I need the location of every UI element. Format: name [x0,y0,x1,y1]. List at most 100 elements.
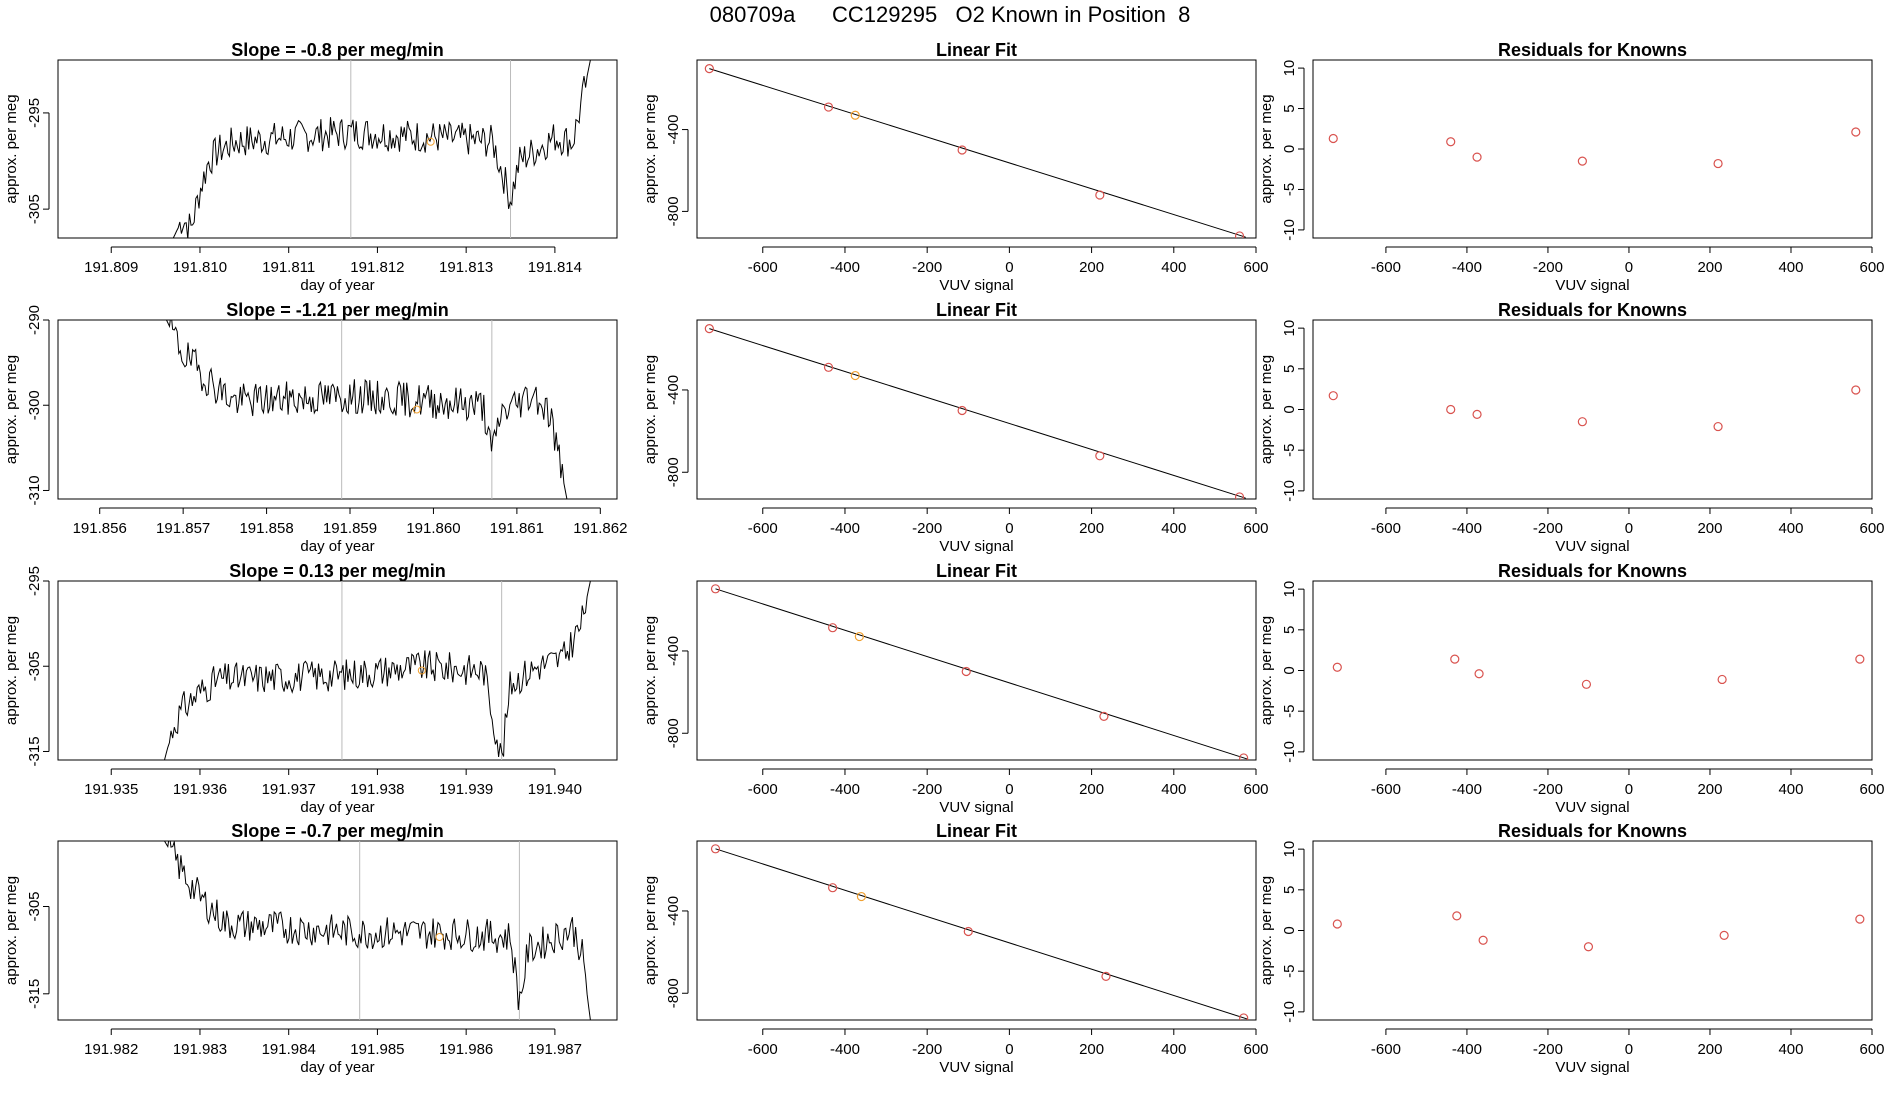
y-tick-label: -5 [1281,444,1298,457]
x-axis-label: VUV signal [939,1059,1013,1076]
y-tick-label: -800 [665,978,682,1008]
y-tick-label: -800 [665,457,682,487]
x-tick-label: -200 [1533,781,1563,798]
y-axis-label: approx. per meg [642,355,659,464]
x-tick-label: 200 [1697,259,1722,276]
y-tick-label: -800 [665,718,682,748]
x-tick-label: 200 [1697,1041,1722,1058]
panel-3-1: Linear Fit -600 -400 -200 0 200 400 600 VUV sign… [642,821,1269,1076]
x-tick-label: 191.860 [406,520,460,537]
data-point [1328,391,1338,401]
data-point [710,584,721,594]
x-tick-label: 191.862 [573,520,627,537]
x-tick-label: -200 [1533,1041,1563,1058]
x-tick-label: 191.813 [439,259,493,276]
y-tick-label: -5 [1281,965,1298,978]
data-point [1095,451,1105,461]
x-tick-label: 400 [1161,1041,1186,1058]
data-point [963,926,973,937]
x-tick-label: -600 [748,781,778,798]
x-tick-label: 191.935 [84,781,138,798]
y-tick-label: -290 [26,305,43,335]
x-tick-label: -400 [1452,520,1482,537]
data-point [850,370,860,381]
data-point [856,891,867,902]
data-point [1446,404,1456,415]
x-axis-label: day of year [300,1059,374,1076]
y-tick-label: -5 [1281,705,1298,718]
y-axis-label: approx. per meg [642,94,659,203]
y-tick-label: -5 [1281,183,1298,196]
plot-area [164,581,591,760]
y-tick-label: 0 [1281,145,1298,153]
y-axis-label: approx. per meg [1258,355,1275,464]
data-point [850,110,860,120]
plot-frame [696,59,1257,239]
x-tick-label: -600 [748,520,778,537]
x-tick-label: 0 [1625,1041,1633,1058]
panel-title: Slope = -0.7 per meg/min [231,821,444,841]
data-point [1095,190,1105,200]
y-tick-label: -305 [26,891,43,921]
plot-frame [1312,840,1873,1021]
plot-area [1332,911,1865,952]
y-axis-label: approx. per meg [3,94,20,203]
panel-title: Residuals for Knowns [1498,40,1687,60]
data-point [1851,385,1861,395]
data-point [1577,417,1587,427]
x-tick-label: -600 [1371,520,1401,537]
plot-frame [57,319,618,500]
data-series-line [166,320,568,499]
plot-frame [1312,319,1873,500]
y-axis-label: approx. per meg [1258,94,1275,203]
x-tick-label: 191.856 [73,520,127,537]
fit-line [709,68,1246,238]
data-point [1855,654,1865,664]
data-point [1332,662,1342,672]
x-tick-label: 191.810 [173,259,227,276]
x-tick-label: 400 [1778,520,1803,537]
x-tick-label: 191.814 [528,259,582,276]
panel-title: Linear Fit [936,300,1017,320]
y-tick-label: -295 [26,98,43,128]
x-tick-label: 0 [1005,781,1013,798]
panel-3-2: Residuals for Knowns -600 -400 -200 0 200 400 6… [1258,821,1885,1076]
highlight-point [417,666,426,675]
x-tick-label: 600 [1243,781,1268,798]
x-tick-label: 400 [1778,781,1803,798]
y-tick-label: -10 [1281,741,1298,763]
x-tick-label: 600 [1859,259,1884,276]
plot-area [710,844,1249,1020]
data-point [823,102,834,112]
data-point [710,844,721,854]
y-tick-label: -315 [26,736,43,766]
plot-area [1328,385,1861,432]
y-tick-label: 10 [1281,581,1298,598]
panel-title: Linear Fit [936,561,1017,581]
x-tick-label: 0 [1625,781,1633,798]
x-tick-label: 0 [1625,520,1633,537]
plot-area [1332,654,1865,689]
data-point [1446,137,1456,147]
data-point [1450,654,1460,664]
y-axis-label: approx. per meg [1258,876,1275,985]
y-tick-label: 0 [1281,926,1298,934]
panel-title: Slope = -1.21 per meg/min [226,300,449,320]
figure-title: 080709a CC129295 O2 Known in Position 8 [709,2,1191,27]
data-point [1239,1013,1249,1020]
y-tick-label: 5 [1281,626,1298,634]
data-point [1577,156,1587,166]
x-tick-label: -600 [1371,781,1401,798]
x-tick-label: 191.987 [528,1041,582,1058]
x-tick-label: -600 [748,259,778,276]
y-tick-label: 5 [1281,104,1298,112]
fit-line [709,328,1246,499]
data-point [854,631,864,642]
y-axis-label: approx. per meg [1258,616,1275,725]
plot-frame [57,59,618,239]
y-axis-label: approx. per meg [3,616,20,725]
x-tick-label: 200 [1079,520,1104,537]
x-tick-label: 600 [1243,259,1268,276]
x-axis-label: VUV signal [939,277,1013,294]
